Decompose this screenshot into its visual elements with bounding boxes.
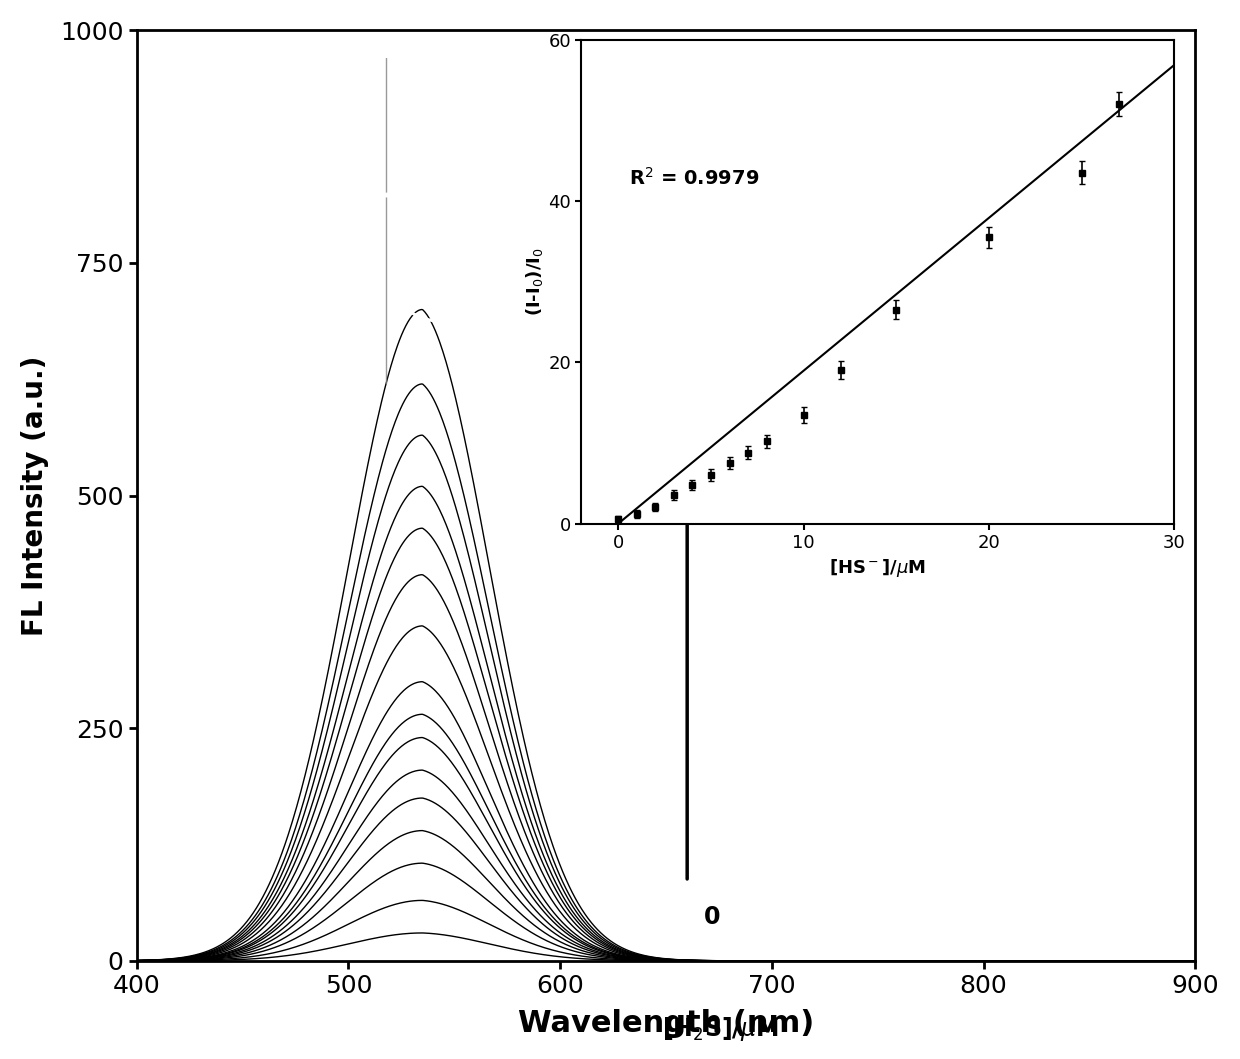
Y-axis label: FL Intensity (a.u.): FL Intensity (a.u.) — [21, 356, 48, 635]
Text: 0: 0 — [704, 905, 720, 929]
Text: [H$_2$S]/$\mu$M: [H$_2$S]/$\mu$M — [662, 1015, 779, 1043]
Text: 30: 30 — [704, 276, 737, 300]
X-axis label: Wavelength (nm): Wavelength (nm) — [518, 1009, 815, 1038]
